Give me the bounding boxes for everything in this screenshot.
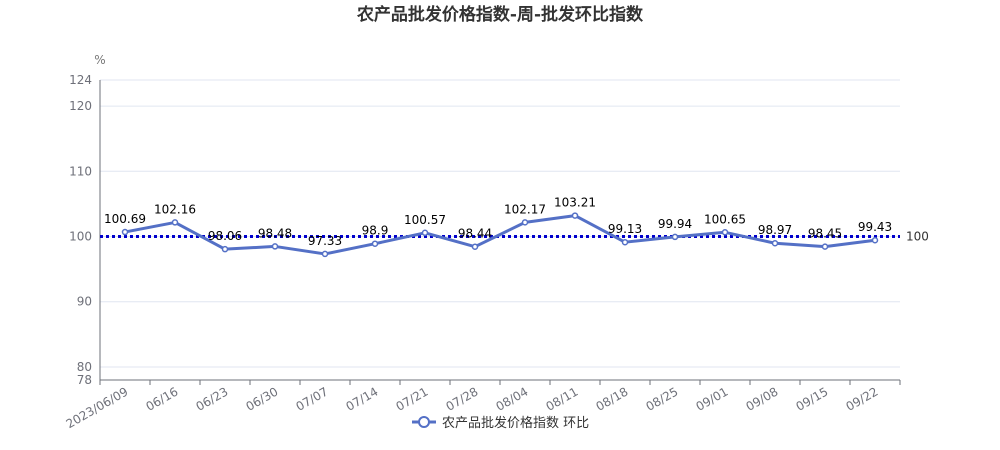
- data-label: 100.57: [404, 213, 446, 227]
- x-tick-label: 06/16: [144, 384, 181, 413]
- data-point[interactable]: [471, 243, 479, 250]
- y-tick-label: 90: [77, 295, 92, 309]
- data-point[interactable]: [171, 219, 179, 226]
- data-point[interactable]: [321, 250, 329, 258]
- data-label: 97.33: [308, 234, 342, 248]
- series-group: [121, 212, 879, 258]
- data-label: 103.21: [554, 196, 596, 210]
- data-point[interactable]: [821, 243, 829, 250]
- y-tick-label: 120: [69, 99, 92, 113]
- x-tick-label: 09/22: [844, 384, 881, 413]
- x-tick-label: 07/21: [394, 384, 431, 413]
- y-tick-label: 100: [69, 230, 92, 244]
- legend[interactable]: 农产品批发价格指数 环比: [412, 415, 589, 431]
- data-point[interactable]: [671, 233, 679, 241]
- data-label: 98.45: [808, 227, 842, 241]
- x-tick-label: 07/28: [444, 384, 481, 413]
- data-label: 98.44: [458, 227, 492, 241]
- legend-item[interactable]: 农产品批发价格指数 环比: [412, 415, 589, 431]
- y-tick-label: 80: [77, 360, 92, 374]
- data-label: 102.17: [504, 202, 546, 216]
- data-label: 99.13: [608, 222, 642, 236]
- x-tick-label: 06/23: [194, 384, 231, 413]
- data-label: 98.48: [258, 226, 292, 240]
- x-tick-label: 07/07: [294, 384, 331, 413]
- legend-label: 农产品批发价格指数 环比: [442, 415, 589, 431]
- data-label: 99.43: [858, 220, 892, 234]
- data-point[interactable]: [121, 228, 129, 236]
- legend-marker: [418, 416, 430, 428]
- data-point[interactable]: [221, 245, 229, 253]
- x-tick-label: 07/14: [344, 384, 381, 413]
- chart-title: 农产品批发价格指数-周-批发环比指数: [356, 4, 644, 25]
- data-label: 98.97: [758, 223, 792, 237]
- data-point[interactable]: [371, 240, 379, 247]
- data-point[interactable]: [521, 219, 529, 226]
- x-tick-label: 06/30: [244, 384, 281, 413]
- x-tick-label: 09/01: [694, 384, 731, 413]
- data-point[interactable]: [721, 229, 729, 236]
- data-point[interactable]: [771, 239, 779, 247]
- x-tick-label: 2023/06/09: [64, 384, 131, 431]
- data-label: 98.06: [208, 229, 242, 243]
- data-point[interactable]: [871, 236, 879, 244]
- reference-line-group: 100: [100, 230, 929, 244]
- data-label: 98.9: [362, 224, 389, 238]
- data-point[interactable]: [271, 243, 279, 250]
- x-tick-label: 09/15: [794, 384, 831, 413]
- data-label: 99.94: [658, 217, 692, 231]
- data-label: 102.16: [154, 202, 196, 216]
- y-axis-unit: %: [94, 53, 105, 67]
- x-tick-label: 08/11: [544, 384, 581, 413]
- data-point[interactable]: [621, 238, 629, 246]
- data-point[interactable]: [421, 229, 429, 237]
- data-label: 100.65: [704, 212, 746, 226]
- x-tick-label: 08/18: [594, 384, 631, 413]
- data-point[interactable]: [571, 212, 579, 219]
- y-tick-label: 78: [77, 373, 92, 387]
- data-label: 100.69: [104, 212, 146, 226]
- series-line: [124, 214, 876, 256]
- x-tick-label: 08/04: [494, 384, 531, 413]
- y-tick-label: 124: [69, 73, 92, 87]
- x-tick-label: 08/25: [644, 384, 681, 413]
- reference-line-label: 100: [906, 230, 929, 244]
- x-tick-label: 09/08: [744, 384, 781, 413]
- y-tick-label: 110: [69, 164, 92, 178]
- data-labels: 100.69 102.16 98.06 98.48 97.33 98.9 100.57 98.…: [104, 196, 892, 248]
